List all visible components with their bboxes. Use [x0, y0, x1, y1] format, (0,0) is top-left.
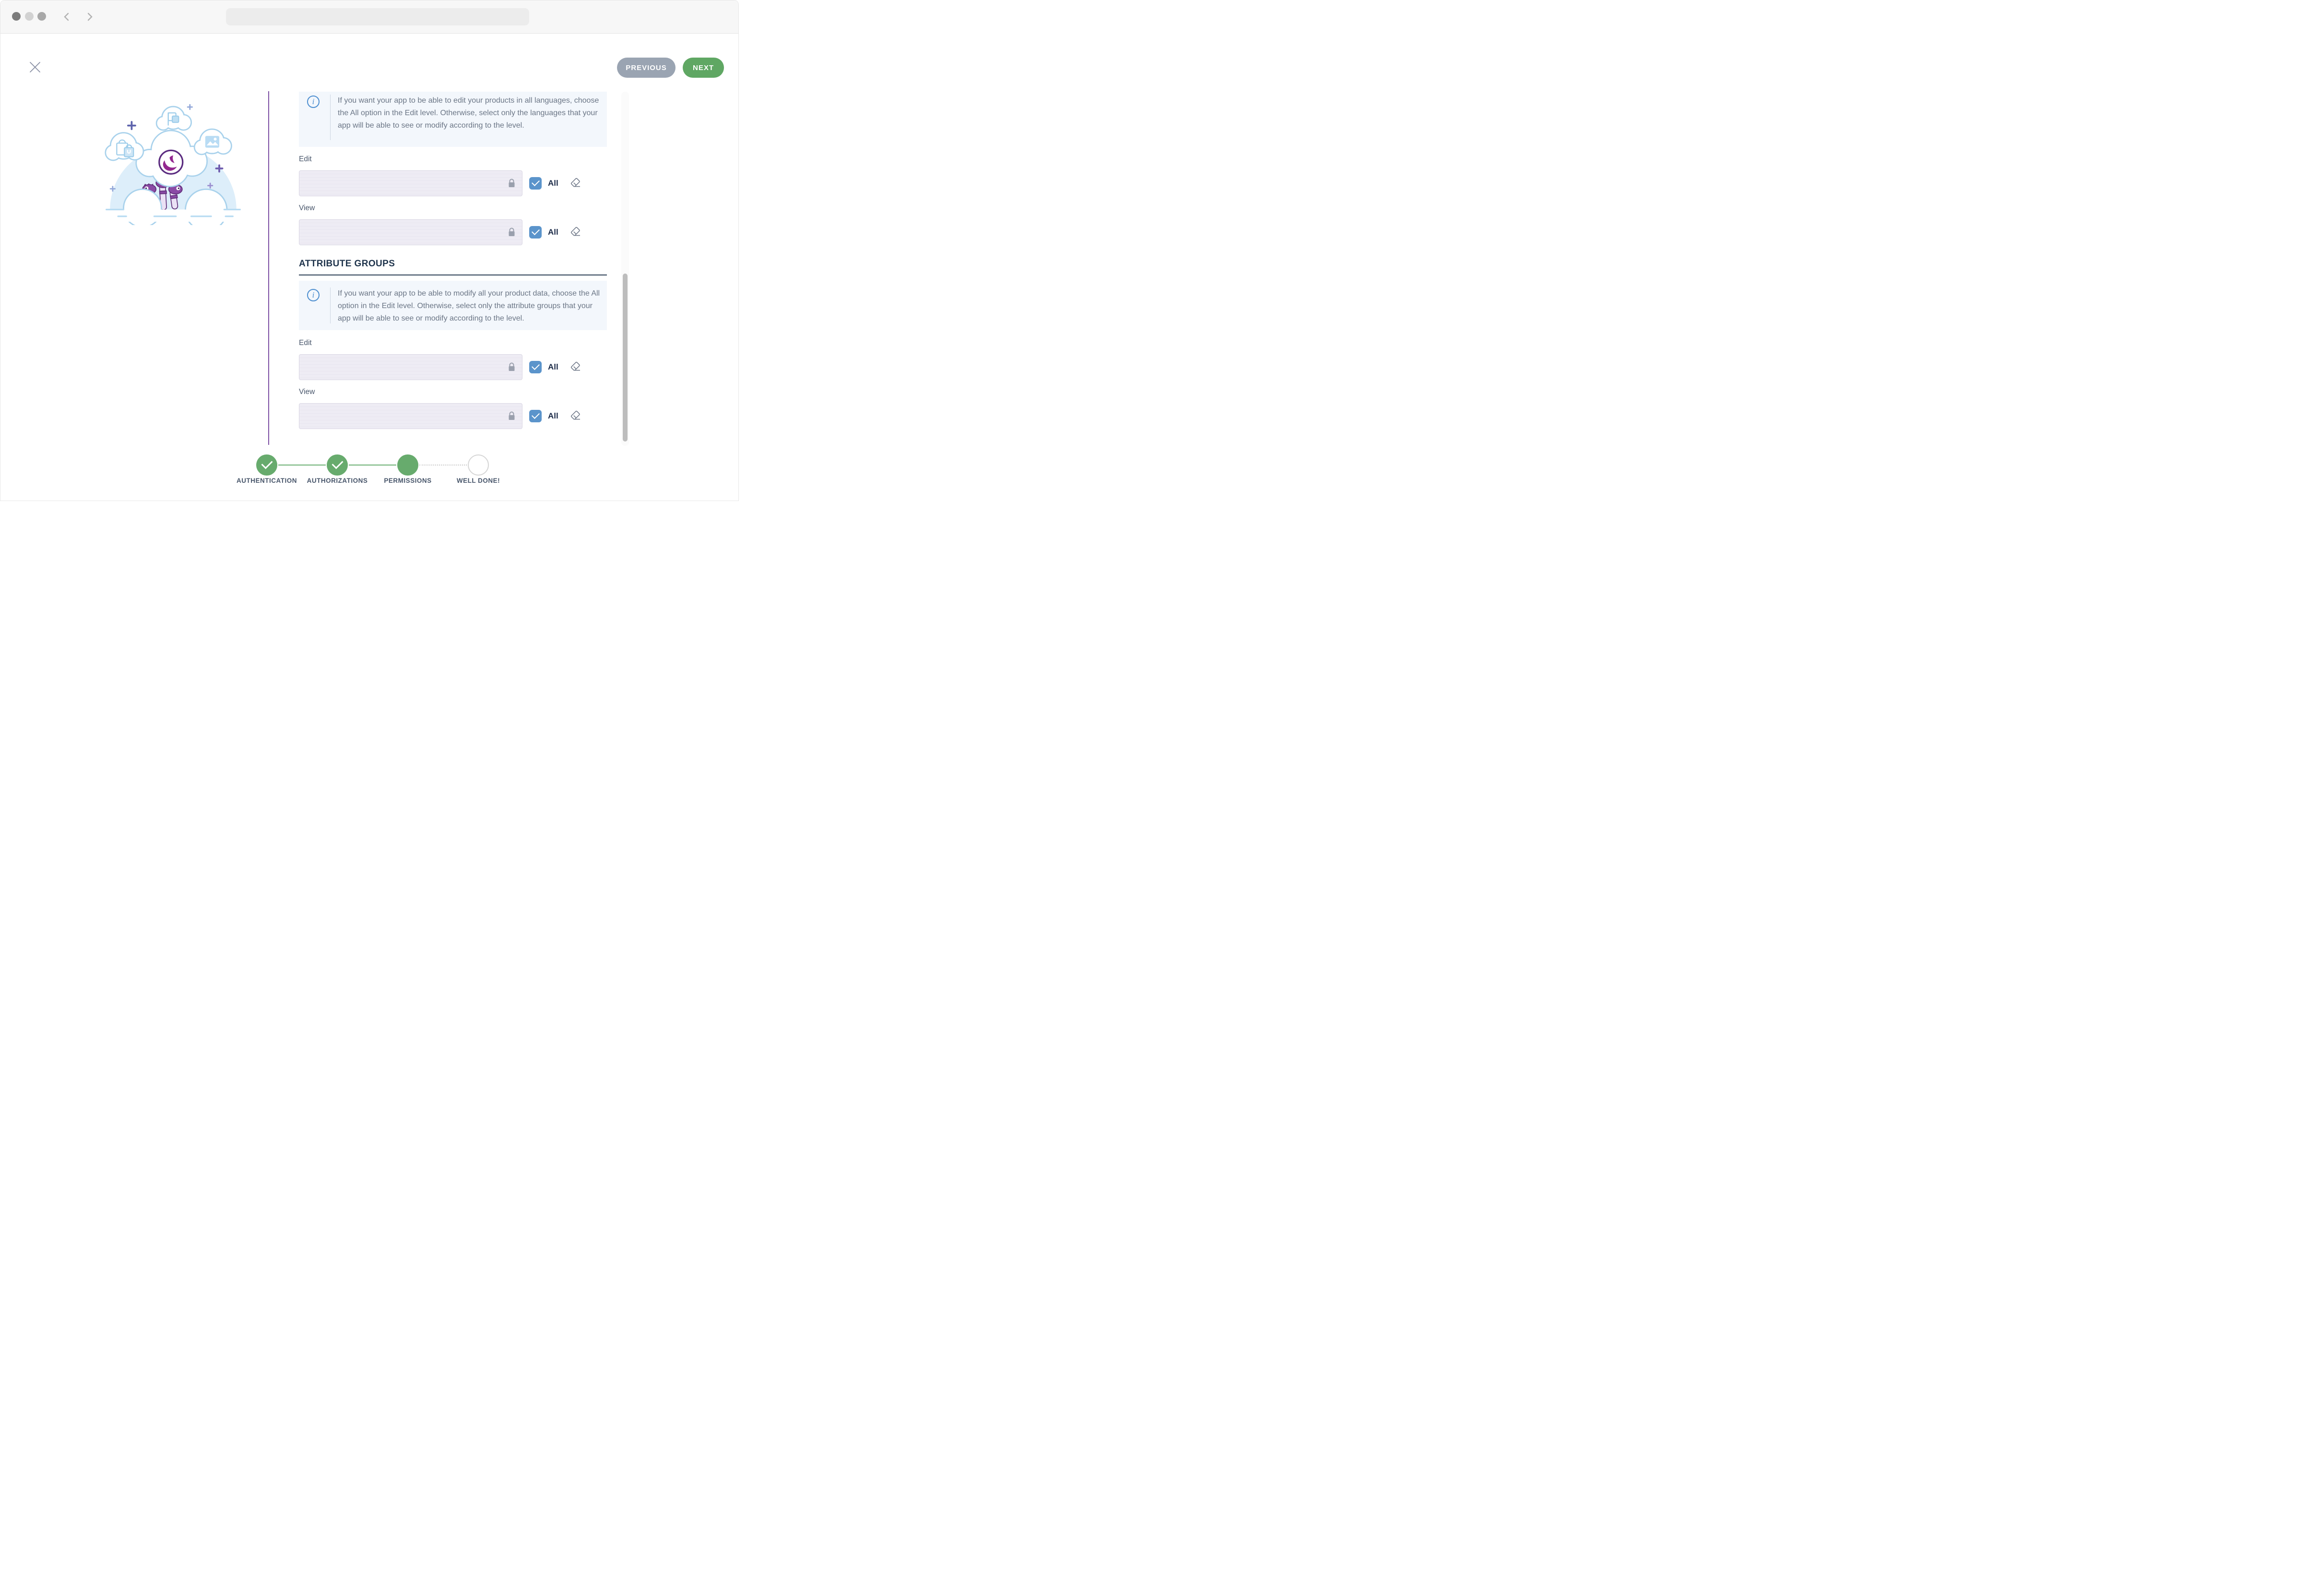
flag-icon	[167, 112, 179, 126]
next-button[interactable]: NEXT	[683, 58, 724, 78]
eraser-icon[interactable]	[569, 226, 582, 239]
attribute-groups-info-text: If you want your app to be able to modif…	[338, 289, 600, 322]
image-icon	[205, 136, 219, 148]
attribute-groups-view-label: View	[299, 388, 315, 396]
step-authentication-label: AUTHENTICATION	[237, 477, 297, 484]
lock-icon	[509, 362, 515, 371]
languages-view-all-checkbox[interactable]	[529, 226, 542, 239]
step-authorizations-label: AUTHORIZATIONS	[307, 477, 368, 484]
window-zoom-traffic-light[interactable]	[37, 12, 46, 21]
attribute-groups-info-box: i If you want your app to be able to mod…	[299, 281, 607, 330]
lock-icon	[509, 411, 515, 420]
step-connector	[349, 465, 396, 466]
attribute-groups-edit-all-row: All	[529, 361, 582, 373]
languages-edit-all-checkbox[interactable]	[529, 177, 542, 190]
address-bar[interactable]	[226, 8, 529, 25]
languages-view-input[interactable]	[299, 219, 522, 245]
step-connector	[278, 465, 326, 466]
all-checkbox-label: All	[548, 362, 558, 371]
back-icon[interactable]	[62, 12, 71, 22]
all-checkbox-label: All	[548, 227, 558, 237]
shopping-bags-icon	[116, 139, 134, 157]
scrollbar-track[interactable]	[621, 92, 629, 446]
step-permissions-circle[interactable]	[397, 454, 418, 476]
attribute-groups-edit-all-checkbox[interactable]	[529, 361, 542, 373]
languages-info-box: i If you want your app to be able to edi…	[299, 92, 607, 147]
step-well-done-label: WELL DONE!	[456, 477, 500, 484]
previous-button[interactable]: PREVIOUS	[617, 58, 676, 78]
info-icon: i	[307, 96, 320, 108]
attribute-groups-view-all-checkbox[interactable]	[529, 410, 542, 422]
clouds-illustration	[103, 104, 244, 225]
window-minimize-traffic-light[interactable]	[25, 12, 34, 21]
info-separator	[330, 95, 331, 140]
attribute-groups-view-input[interactable]	[299, 403, 522, 429]
close-icon[interactable]	[28, 60, 42, 74]
languages-info-text: If you want your app to be able to edit …	[338, 96, 599, 130]
lock-icon	[509, 179, 515, 187]
languages-view-all-row: All	[529, 226, 582, 239]
attribute-groups-edit-label: Edit	[299, 339, 312, 347]
akeneo-bird-logo	[163, 155, 177, 171]
step-permissions-label: PERMISSIONS	[384, 477, 432, 484]
languages-view-label: View	[299, 204, 315, 212]
step-authentication-circle[interactable]	[256, 454, 277, 476]
all-checkbox-label: All	[548, 179, 558, 188]
attribute-groups-heading: ATTRIBUTE GROUPS	[299, 259, 607, 275]
browser-toolbar	[0, 0, 738, 34]
scrollbar-thumb[interactable]	[623, 274, 628, 442]
window-close-traffic-light[interactable]	[12, 12, 21, 21]
info-separator	[330, 287, 331, 323]
eraser-icon[interactable]	[569, 177, 582, 190]
step-well-done-circle[interactable]	[468, 454, 489, 476]
attribute-groups-view-all-row: All	[529, 410, 582, 422]
step-authorizations-circle[interactable]	[327, 454, 348, 476]
languages-edit-all-row: All	[529, 177, 582, 190]
step-connector-dotted	[419, 465, 467, 466]
eraser-icon[interactable]	[569, 361, 582, 373]
attribute-groups-edit-input[interactable]	[299, 354, 522, 380]
forward-icon[interactable]	[85, 12, 95, 22]
plus-decorations	[109, 104, 224, 192]
info-icon: i	[307, 289, 320, 301]
languages-edit-label: Edit	[299, 155, 312, 163]
languages-edit-input[interactable]	[299, 170, 522, 196]
lock-icon	[509, 227, 515, 236]
app-wizard-window: PREVIOUS NEXT	[0, 0, 739, 501]
panel-divider	[268, 91, 269, 445]
eraser-icon[interactable]	[569, 410, 582, 422]
all-checkbox-label: All	[548, 411, 558, 420]
